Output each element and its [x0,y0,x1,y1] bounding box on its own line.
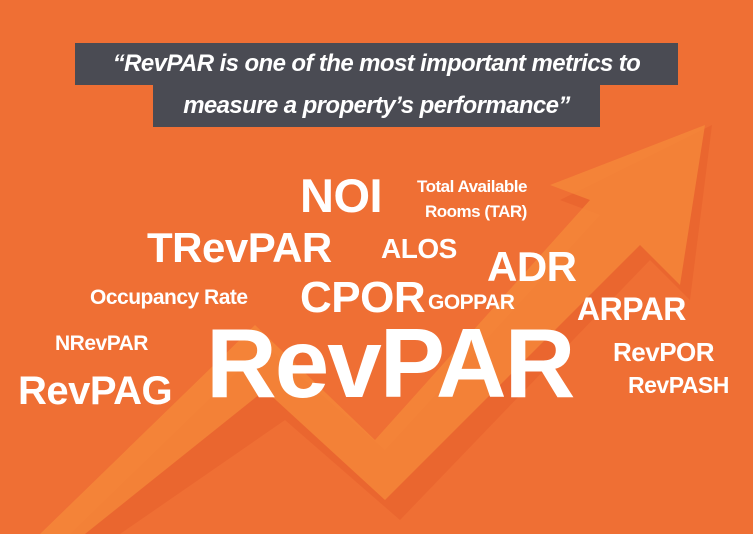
word-noi: NOI [300,169,383,222]
word-tar-line1: Total Available [417,177,527,196]
word-alos: ALOS [381,233,457,264]
word-occupancy-rate: Occupancy Rate [90,286,248,309]
word-nrevpar: NRevPAR [55,332,148,355]
quote-line-1: “RevPAR is one of the most important met… [75,43,678,85]
word-cpor: CPOR [300,273,426,322]
word-revpash: RevPASH [628,372,729,398]
word-revpor: RevPOR [613,337,715,367]
word-goppar: GOPPAR [428,291,515,314]
word-adr: ADR [487,243,577,290]
arrow-shadow [70,125,712,534]
word-arpar: ARPAR [577,291,686,327]
word-revpar: RevPAR [206,308,575,418]
word-trevpar: TRevPAR [147,224,332,271]
word-revpag: RevPAG [18,369,173,413]
quote-line-2: measure a property’s performance” [153,85,600,127]
word-tar-line2: Rooms (TAR) [425,202,527,221]
arrow-body [40,125,705,534]
